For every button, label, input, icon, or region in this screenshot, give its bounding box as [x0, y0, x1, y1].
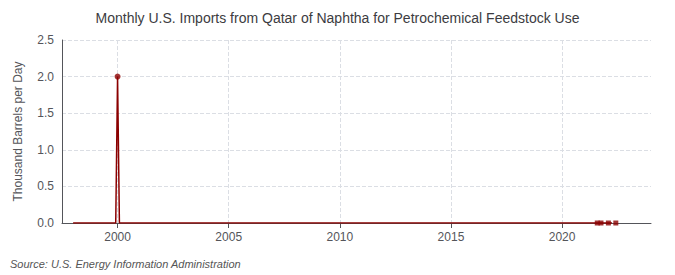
svg-text:2015: 2015: [438, 230, 465, 244]
svg-text:1.5: 1.5: [37, 106, 54, 120]
svg-text:Thousand Barrels per Day: Thousand Barrels per Day: [11, 61, 25, 201]
svg-text:Source: U.S. Energy Informatio: Source: U.S. Energy Information Administ…: [10, 258, 241, 270]
svg-text:2.0: 2.0: [37, 70, 54, 84]
svg-text:2005: 2005: [215, 230, 242, 244]
svg-text:2000: 2000: [104, 230, 131, 244]
svg-text:Monthly U.S. Imports from Qata: Monthly U.S. Imports from Qatar of Napht…: [96, 10, 580, 26]
svg-text:1.0: 1.0: [37, 143, 54, 157]
svg-text:0.5: 0.5: [37, 179, 54, 193]
svg-text:2.5: 2.5: [37, 33, 54, 47]
svg-text:2010: 2010: [326, 230, 353, 244]
svg-text:2020: 2020: [549, 230, 576, 244]
svg-text:0.0: 0.0: [37, 216, 54, 230]
